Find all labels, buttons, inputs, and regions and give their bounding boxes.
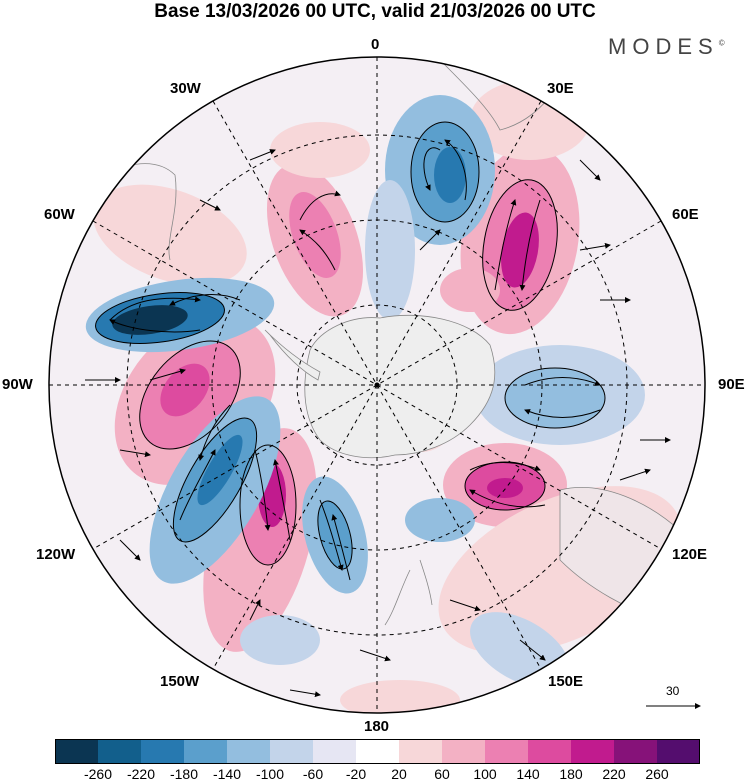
colorbar-tick-label: 60: [434, 766, 450, 782]
lon-label-180: 180: [364, 718, 390, 735]
colorbar-swatch: [270, 739, 314, 764]
lon-label-30e: 30E: [547, 80, 574, 97]
colorbar-swatch: [571, 739, 615, 764]
lon-label-120w: 120W: [36, 546, 76, 563]
colorbar: [55, 739, 700, 764]
brand-name: MODES: [608, 34, 719, 59]
colorbar-swatch: [55, 739, 99, 764]
colorbar-swatch: [356, 739, 400, 764]
colorbar-swatch: [528, 739, 572, 764]
colorbar-tick-label: 20: [391, 766, 407, 782]
antarctica: [304, 314, 496, 459]
colorbar-swatch: [98, 739, 142, 764]
colorbar-swatch: [399, 739, 443, 764]
colorbar-swatch: [442, 739, 486, 764]
colorbar-tick-label: 140: [516, 766, 540, 782]
brand-mark: ©: [718, 38, 725, 48]
colorbar-tick-label: -20: [345, 766, 367, 782]
colorbar-swatch: [184, 739, 228, 764]
lon-label-120e: 120E: [672, 546, 708, 563]
colorbar-swatch: [657, 739, 700, 764]
colorbar-tick-label: -260: [83, 766, 113, 782]
colorbar-swatch: [141, 739, 185, 764]
lon-label-0: 0: [371, 36, 380, 53]
lon-label-60w: 60W: [44, 206, 75, 223]
colorbar-tick-label: 260: [645, 766, 669, 782]
new-zealand-coast: [384, 559, 433, 626]
colorbar-tick-label: 100: [473, 766, 497, 782]
antarctic-peninsula: [264, 329, 321, 381]
wind-vectors: [85, 139, 671, 698]
colorbar-tick-label: -220: [126, 766, 156, 782]
lon-label-150e: 150E: [548, 673, 584, 690]
lon-label-90w: 90W: [2, 376, 33, 393]
lon-label-90e: 90E: [718, 376, 745, 393]
colorbar-ticks: -260 -220 -180 -140 -100 -60 -20 20 60 100 140 180 2…: [0, 766, 750, 783]
graticule: [49, 57, 705, 713]
colorbar-swatch: [485, 739, 529, 764]
lon-label-60e: 60E: [672, 206, 699, 223]
map-boundary: [48, 56, 706, 714]
colorbar-swatch: [227, 739, 271, 764]
lon-label-30w: 30W: [170, 80, 201, 97]
colorbar-tick-label: 220: [602, 766, 626, 782]
anomaly-field: [49, 57, 705, 713]
lon-label-150w: 150W: [160, 673, 200, 690]
reference-vector-label: 30: [666, 684, 680, 698]
colorbar-tick-label: -100: [255, 766, 285, 782]
brand-logo: MODES©: [608, 34, 725, 60]
chart-title: Base 13/03/2026 00 UTC, valid 21/03/2026…: [154, 1, 596, 22]
colorbar-swatch: [313, 739, 357, 764]
colorbar-tick-label: 180: [559, 766, 583, 782]
contour-lines: [95, 121, 606, 570]
colorbar-tick-label: -180: [169, 766, 199, 782]
colorbar-border: [55, 739, 700, 764]
colorbar-tick-label: -140: [212, 766, 242, 782]
colorbar-swatch: [614, 739, 658, 764]
south-pole-marker: [374, 382, 380, 388]
colorbar-tick-label: -60: [302, 766, 324, 782]
